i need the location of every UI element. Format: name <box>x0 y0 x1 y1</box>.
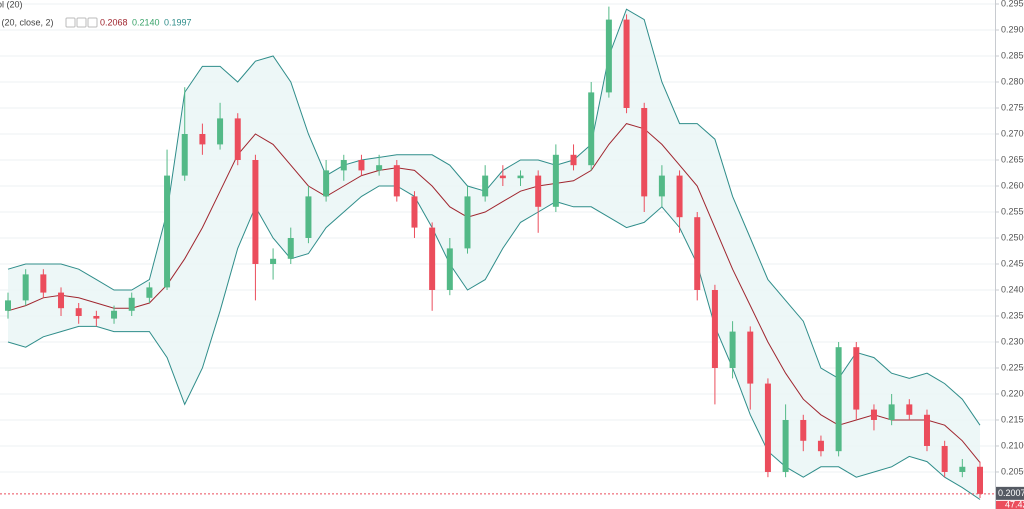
candle-body <box>959 466 966 472</box>
candle-body <box>853 347 860 410</box>
candle-body <box>977 466 983 494</box>
candle-body <box>782 419 789 472</box>
candle-body <box>711 289 718 368</box>
y-tick-label: 0.22000 <box>1001 388 1024 398</box>
candle-body <box>906 404 913 415</box>
candle-body <box>305 196 312 238</box>
candle-body <box>800 419 807 441</box>
candle-body <box>870 409 877 420</box>
candle-body <box>658 175 665 197</box>
candle-body <box>111 310 118 319</box>
y-tick-label: 0.24500 <box>1001 258 1024 268</box>
y-tick-label: 0.27000 <box>1001 128 1024 138</box>
candle-body <box>464 196 471 249</box>
candle-body <box>287 237 294 259</box>
candle-body <box>181 133 188 176</box>
candle-body <box>93 315 100 319</box>
candle-body <box>888 404 895 420</box>
candle-body <box>411 196 418 228</box>
y-tick-label: 0.26000 <box>1001 180 1024 190</box>
legend-icon <box>76 17 87 28</box>
candle-body <box>340 159 347 171</box>
candle-body <box>358 159 365 171</box>
legend-icon <box>87 17 98 28</box>
y-tick-label: 0.24000 <box>1001 284 1024 294</box>
y-tick-label: 0.25500 <box>1001 206 1024 216</box>
candle-body <box>499 175 506 179</box>
candle-body <box>817 440 824 452</box>
candle-body <box>517 175 524 179</box>
y-tick-label: 0.25000 <box>1001 232 1024 242</box>
legend-row: BB (20, close, 2) <box>0 17 54 27</box>
price-label: 0.20079 <box>998 488 1024 498</box>
candle-body <box>676 175 683 218</box>
candle-body <box>146 287 153 298</box>
legend-row: ol (20) <box>0 0 23 9</box>
candle-body <box>429 227 436 290</box>
candle-body <box>941 445 948 472</box>
candle-body <box>570 154 577 166</box>
candle-body <box>217 118 224 145</box>
candle-body <box>164 175 171 288</box>
candle-body <box>252 159 259 264</box>
candle-body <box>393 165 400 197</box>
candle-body <box>605 19 612 93</box>
candle-body <box>5 300 11 311</box>
candle-body <box>835 347 842 452</box>
legend-icon <box>65 17 76 28</box>
candle-body <box>270 258 277 264</box>
y-tick-label: 0.29500 <box>1001 0 1024 8</box>
band-fill <box>8 9 980 500</box>
band-line <box>7 185 981 500</box>
candle-body <box>641 107 648 197</box>
y-tick-label: 0.22500 <box>1001 362 1024 372</box>
y-tick-label: 0.27500 <box>1001 102 1024 112</box>
y-tick-label: 0.20500 <box>1001 466 1024 476</box>
candle-body <box>482 175 489 197</box>
candle-body <box>747 331 754 384</box>
price-tag <box>996 486 1024 500</box>
y-tick-label: 0.23000 <box>1001 336 1024 346</box>
candle-body <box>22 274 29 301</box>
y-tick-label: 0.21500 <box>1001 414 1024 424</box>
candle-body <box>694 217 701 290</box>
volume-label: 47.42 <box>1005 500 1024 509</box>
volume-tag <box>996 500 1024 509</box>
y-tick-label: 0.21000 <box>1001 440 1024 450</box>
candle-body <box>40 274 47 293</box>
candle-body <box>729 331 736 368</box>
candle-body <box>623 19 630 108</box>
legend-value: 0.2068 <box>100 17 128 27</box>
y-tick-label: 0.29000 <box>1001 24 1024 34</box>
candle-body <box>446 248 453 290</box>
candle-body <box>128 297 135 311</box>
candle-body <box>199 133 206 145</box>
candle-body <box>376 165 383 171</box>
y-tick-label: 0.23500 <box>1001 310 1024 320</box>
legend-value: 0.1997 <box>164 17 192 27</box>
candle-body <box>58 292 65 309</box>
candle-body <box>552 154 559 207</box>
candle-body <box>588 92 595 166</box>
candle-body <box>234 118 241 160</box>
y-tick-label: 0.28500 <box>1001 50 1024 60</box>
candle-body <box>923 414 930 446</box>
candle-body <box>323 170 330 197</box>
y-tick-label: 0.28000 <box>1001 76 1024 86</box>
axis-bg <box>995 0 1024 509</box>
candle-body <box>764 383 771 472</box>
candle-body <box>75 308 82 316</box>
y-tick-label: 0.26500 <box>1001 154 1024 164</box>
candle-body <box>535 175 542 207</box>
legend-value: 0.2140 <box>132 17 160 27</box>
